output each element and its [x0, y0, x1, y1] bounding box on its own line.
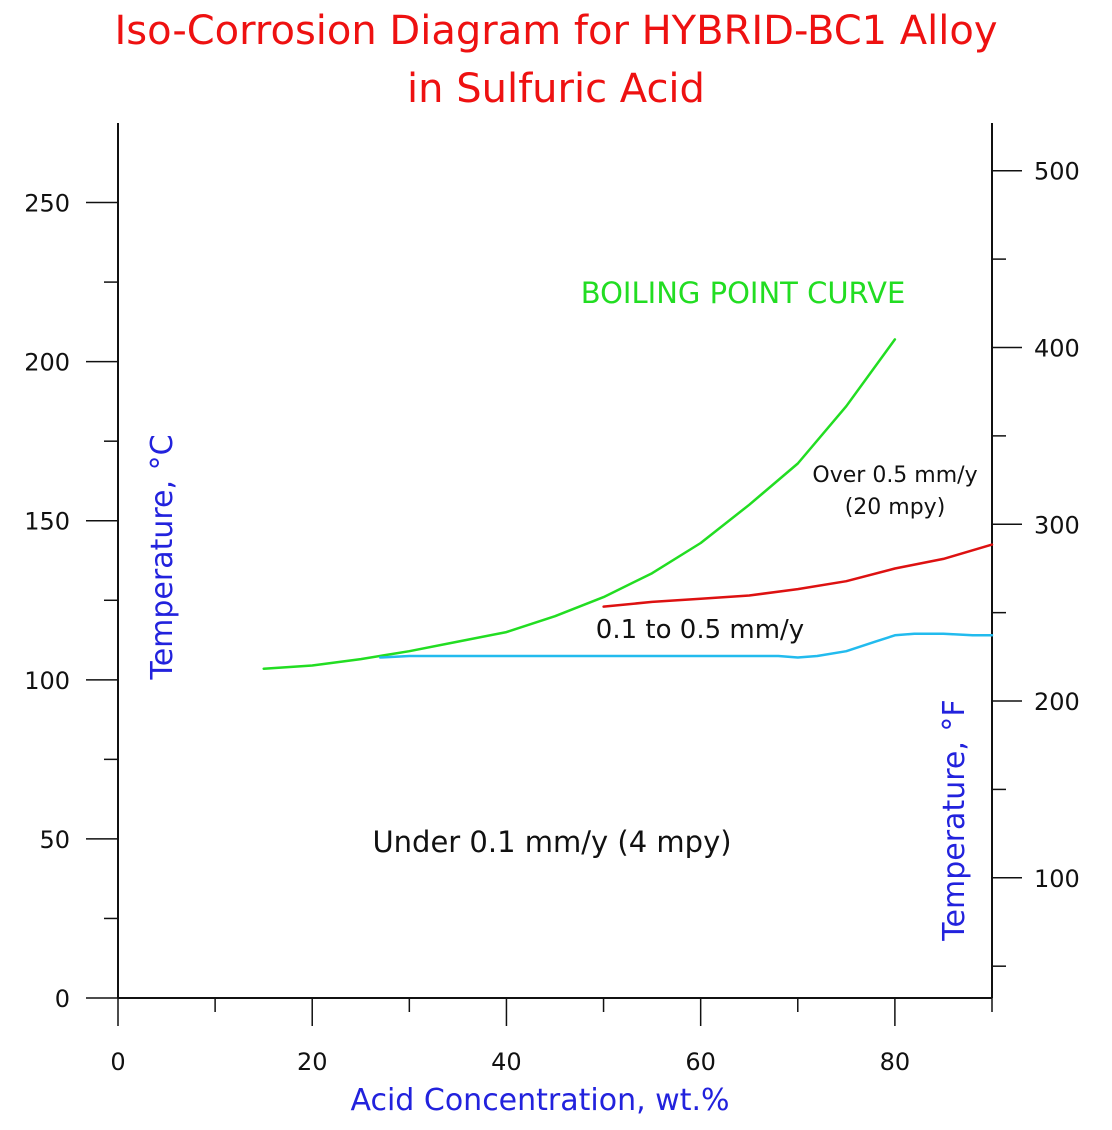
x-tick-label: 40 — [491, 1048, 522, 1076]
series-group — [262, 338, 994, 670]
y-tick-label: 100 — [24, 667, 70, 695]
boiling-point-curve — [262, 338, 897, 670]
chart-title-line1: Iso-Corrosion Diagram for HYBRID-BC1 All… — [114, 8, 998, 54]
annotation-under-0-1: Under 0.1 mm/y (4 mpy) — [372, 825, 731, 859]
y-tick-label: 0 — [55, 985, 70, 1013]
y-right-tick-label: 300 — [1034, 511, 1080, 539]
x-tick-label: 80 — [880, 1048, 911, 1076]
axes-group — [86, 123, 1022, 1026]
y-tick-label: 250 — [24, 190, 70, 218]
line-0-1-mmy-boundary — [378, 632, 994, 659]
y-right-tick-label: 500 — [1034, 158, 1080, 186]
y-tick-label: 150 — [24, 508, 70, 536]
annotation-20-mpy: (20 mpy) — [845, 495, 946, 520]
y-axis-label-left: Temperature, °C — [145, 434, 180, 680]
chart-title-line2: in Sulfuric Acid — [407, 66, 705, 112]
y-axis-label-right: Temperature, °F — [937, 699, 972, 941]
x-tick-label: 60 — [685, 1048, 716, 1076]
x-tick-label: 20 — [297, 1048, 328, 1076]
y-tick-label: 200 — [24, 349, 70, 377]
x-axis-label: Acid Concentration, wt.% — [350, 1083, 729, 1118]
labels-group: 0 20 40 60 80 0 50 100 150 200 250 100 200 300 400 500 B… — [24, 158, 1080, 1118]
y-right-tick-label: 200 — [1034, 688, 1080, 716]
annotation-0-1-to-0-5: 0.1 to 0.5 mm/y — [596, 615, 804, 645]
y-tick-label: 50 — [39, 826, 70, 854]
y-right-tick-label: 400 — [1034, 334, 1080, 362]
annotation-over-0-5: Over 0.5 mm/y — [812, 463, 977, 488]
line-0-5-mmy-boundary — [602, 543, 994, 608]
y-right-tick-label: 100 — [1034, 865, 1080, 893]
annotation-boiling-point-curve: BOILING POINT CURVE — [581, 276, 906, 310]
x-tick-label: 0 — [110, 1048, 125, 1076]
